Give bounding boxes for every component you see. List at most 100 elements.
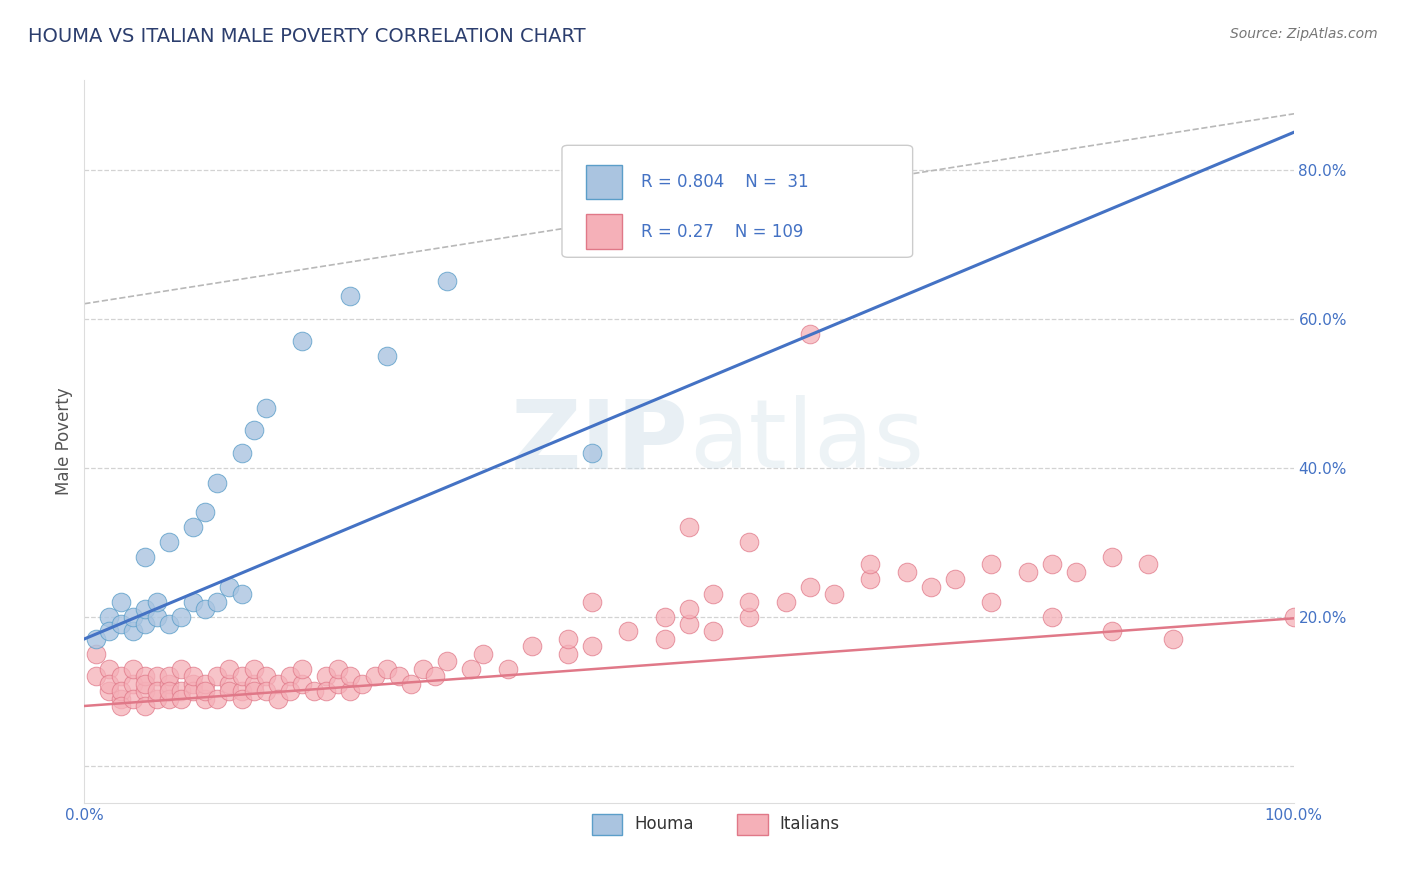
Point	[207, 691, 229, 706]
Point	[581, 640, 603, 654]
Point	[412, 662, 434, 676]
Point	[496, 662, 519, 676]
Point	[1101, 549, 1123, 564]
Point	[799, 580, 821, 594]
Point	[207, 475, 229, 490]
Point	[472, 647, 495, 661]
Point	[218, 662, 240, 676]
Point	[980, 595, 1002, 609]
Point	[121, 662, 143, 676]
Point	[181, 520, 204, 534]
Point	[678, 520, 700, 534]
Point	[702, 624, 724, 639]
Bar	[586, 165, 623, 200]
Point	[146, 595, 169, 609]
Point	[328, 676, 350, 690]
Point	[110, 669, 132, 683]
Point	[134, 549, 156, 564]
Point	[146, 684, 169, 698]
Point	[146, 691, 169, 706]
Point	[436, 274, 458, 288]
Point	[557, 632, 579, 646]
Point	[423, 669, 446, 683]
Point	[267, 676, 290, 690]
Point	[134, 617, 156, 632]
Point	[181, 676, 204, 690]
Point	[231, 684, 253, 698]
Point	[157, 535, 180, 549]
Point	[315, 669, 337, 683]
Point	[339, 669, 361, 683]
Point	[134, 684, 156, 698]
Point	[194, 691, 217, 706]
Text: Source: ZipAtlas.com: Source: ZipAtlas.com	[1230, 27, 1378, 41]
Point	[97, 609, 120, 624]
Point	[170, 684, 193, 698]
Point	[654, 632, 676, 646]
Point	[896, 565, 918, 579]
Point	[242, 662, 264, 676]
Point	[654, 609, 676, 624]
Point	[291, 676, 314, 690]
Point	[291, 334, 314, 348]
Text: HOUMA VS ITALIAN MALE POVERTY CORRELATION CHART: HOUMA VS ITALIAN MALE POVERTY CORRELATIO…	[28, 27, 586, 45]
Point	[920, 580, 942, 594]
Point	[1101, 624, 1123, 639]
Point	[218, 684, 240, 698]
Point	[460, 662, 482, 676]
Point	[121, 676, 143, 690]
Point	[775, 595, 797, 609]
Point	[110, 691, 132, 706]
Point	[207, 669, 229, 683]
Point	[86, 632, 108, 646]
Point	[980, 558, 1002, 572]
Point	[194, 505, 217, 519]
Point	[110, 617, 132, 632]
Text: R = 0.27    N = 109: R = 0.27 N = 109	[641, 223, 803, 241]
Point	[328, 662, 350, 676]
Point	[943, 572, 966, 586]
Point	[1040, 558, 1063, 572]
Point	[157, 684, 180, 698]
Point	[231, 446, 253, 460]
Point	[352, 676, 374, 690]
Point	[339, 289, 361, 303]
Bar	[737, 814, 768, 835]
Point	[678, 617, 700, 632]
Bar	[592, 814, 623, 835]
Point	[388, 669, 411, 683]
Point	[110, 698, 132, 713]
Point	[399, 676, 422, 690]
Point	[134, 698, 156, 713]
Point	[146, 669, 169, 683]
Point	[157, 676, 180, 690]
Point	[254, 401, 277, 415]
Point	[339, 684, 361, 698]
Point	[110, 595, 132, 609]
Point	[291, 662, 314, 676]
Point	[302, 684, 325, 698]
Point	[97, 676, 120, 690]
Point	[181, 669, 204, 683]
Point	[1282, 609, 1305, 624]
Text: Houma: Houma	[634, 815, 695, 833]
Point	[146, 609, 169, 624]
Point	[231, 691, 253, 706]
Point	[1064, 565, 1087, 579]
Y-axis label: Male Poverty: Male Poverty	[55, 388, 73, 495]
Point	[375, 662, 398, 676]
Point	[194, 684, 217, 698]
Point	[121, 609, 143, 624]
Point	[231, 587, 253, 601]
Point	[738, 609, 761, 624]
Point	[520, 640, 543, 654]
Point	[702, 587, 724, 601]
Point	[134, 669, 156, 683]
Text: R = 0.804    N =  31: R = 0.804 N = 31	[641, 173, 808, 191]
Point	[242, 423, 264, 437]
Point	[738, 595, 761, 609]
Point	[254, 684, 277, 698]
Point	[157, 669, 180, 683]
Text: ZIP: ZIP	[510, 395, 689, 488]
Point	[231, 669, 253, 683]
